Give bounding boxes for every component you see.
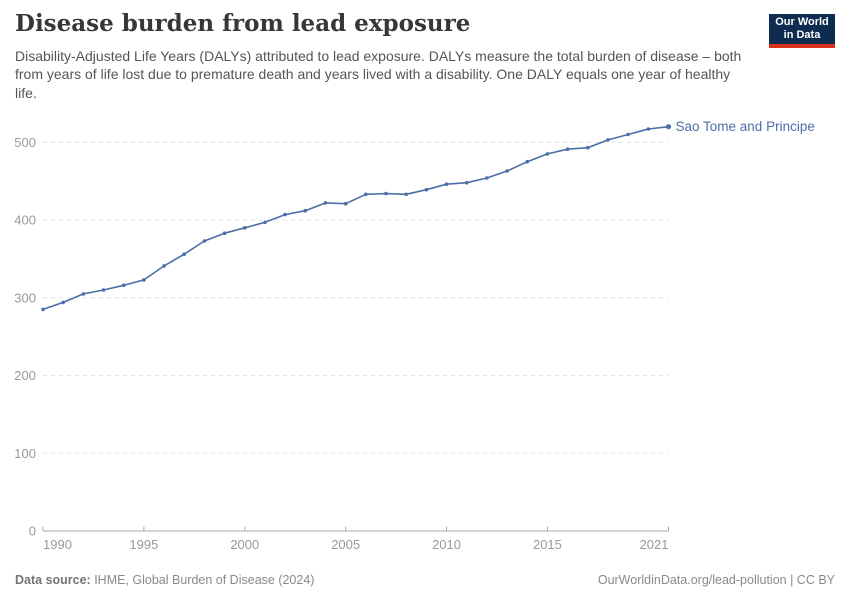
data-point-2020[interactable] xyxy=(646,127,651,131)
data-point-2015[interactable] xyxy=(545,152,550,156)
data-point-2006[interactable] xyxy=(364,192,368,197)
x-tick-label-2010: 2010 xyxy=(432,537,461,552)
y-tick-label-100: 100 xyxy=(14,446,36,461)
data-point-2005[interactable] xyxy=(343,201,348,206)
data-point-1999[interactable] xyxy=(222,231,227,235)
data-point-2009[interactable] xyxy=(424,187,429,192)
owid-logo-line1: Our World xyxy=(775,16,829,28)
chart-subtitle: Disability-Adjusted Life Years (DALYs) a… xyxy=(15,47,742,101)
y-tick-label-400: 400 xyxy=(14,213,36,228)
data-point-2012[interactable] xyxy=(485,176,489,180)
series-line[interactable] xyxy=(42,125,670,311)
data-point-1992[interactable] xyxy=(81,292,86,296)
chart-footer: Data source: IHME, Global Burden of Dise… xyxy=(15,573,835,587)
owid-logo[interactable]: Our World in Data xyxy=(769,14,835,48)
y-tick-label-200: 200 xyxy=(14,368,36,383)
data-point-1996[interactable] xyxy=(162,264,166,268)
x-tick-label-2021: 2021 xyxy=(640,537,669,552)
data-point-1993[interactable] xyxy=(101,288,106,292)
data-point-2019[interactable] xyxy=(626,132,630,137)
data-point-2000[interactable] xyxy=(243,226,247,230)
data-source-link[interactable]: Data source: IHME, Global Burden of Dise… xyxy=(15,573,314,587)
data-point-2017[interactable] xyxy=(586,145,590,150)
chart-header: Disease burden from lead exposure Disabi… xyxy=(15,10,835,102)
data-point-1991[interactable] xyxy=(61,300,65,305)
y-tick-label-300: 300 xyxy=(14,290,36,305)
data-point-2010[interactable] xyxy=(444,182,449,186)
data-point-2002[interactable] xyxy=(283,212,287,217)
data-point-2011[interactable] xyxy=(464,180,469,185)
data-source-label: Data source: xyxy=(15,573,91,587)
data-point-2013[interactable] xyxy=(505,169,509,173)
x-tick-label-2005: 2005 xyxy=(331,537,360,552)
data-point-2004[interactable] xyxy=(323,201,328,205)
data-point-2003[interactable] xyxy=(303,208,308,213)
y-tick-label-0: 0 xyxy=(29,524,36,539)
owid-logo-line2: in Data xyxy=(783,29,821,41)
x-tick-label-1990: 1990 xyxy=(43,537,72,552)
data-point-1990[interactable] xyxy=(41,307,45,312)
page-title: Disease burden from lead exposure xyxy=(15,10,471,37)
data-point-2018[interactable] xyxy=(606,138,610,142)
data-point-1994[interactable] xyxy=(121,283,126,288)
data-point-1998[interactable] xyxy=(202,239,207,243)
x-tick-label-2000: 2000 xyxy=(230,537,259,552)
data-point-2016[interactable] xyxy=(565,147,570,151)
data-source-text: IHME, Global Burden of Disease (2024) xyxy=(90,573,315,587)
data-point-1997[interactable] xyxy=(182,252,186,256)
y-tick-label-500: 500 xyxy=(14,135,36,150)
x-tick-label-2015: 2015 xyxy=(533,537,562,552)
data-point-1995[interactable] xyxy=(142,278,146,282)
data-point-2007[interactable] xyxy=(384,191,388,196)
data-point-2021[interactable] xyxy=(665,124,672,130)
series-label[interactable]: Sao Tome and Principe xyxy=(676,119,815,134)
x-tick-label-1995: 1995 xyxy=(129,537,158,552)
data-point-2014[interactable] xyxy=(525,159,530,164)
license-link[interactable]: OurWorldinData.org/lead-pollution | CC B… xyxy=(597,573,835,587)
data-point-2001[interactable] xyxy=(263,220,267,225)
data-point-2008[interactable] xyxy=(404,192,409,197)
